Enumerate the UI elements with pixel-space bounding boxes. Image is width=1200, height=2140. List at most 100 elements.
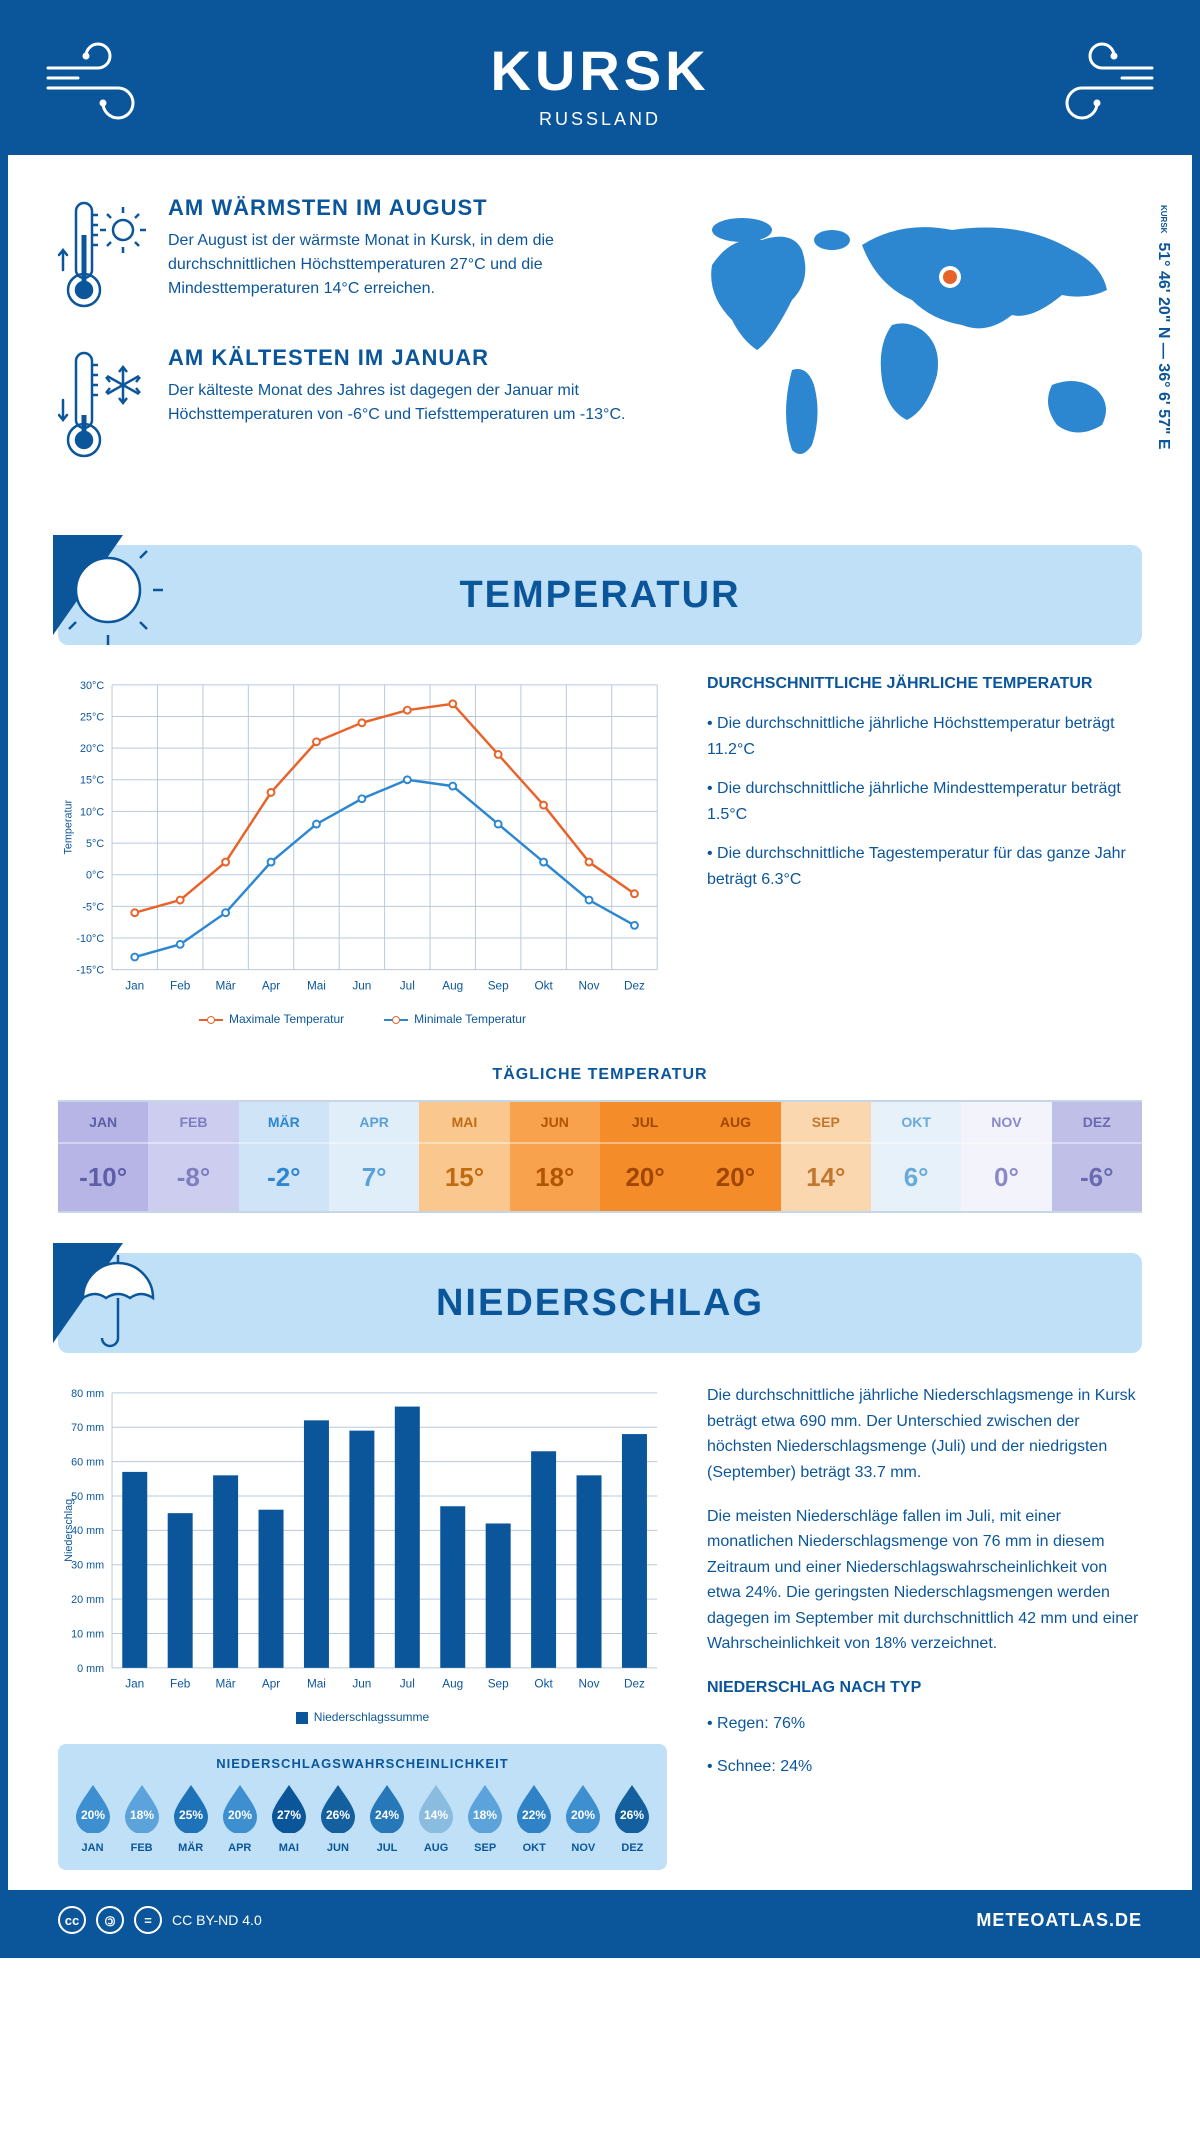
svg-text:60 mm: 60 mm bbox=[71, 1457, 104, 1469]
svg-text:27%: 27% bbox=[277, 1808, 301, 1822]
svg-text:Temperatur: Temperatur bbox=[63, 800, 75, 855]
country-subtitle: RUSSLAND bbox=[28, 109, 1172, 130]
footer: cc 🄯 = CC BY-ND 4.0 METEOATLAS.DE bbox=[8, 1890, 1192, 1950]
svg-text:Dez: Dez bbox=[624, 979, 645, 992]
coordinates: KURSK 51° 46' 20" N — 36° 6' 57" E bbox=[1154, 205, 1172, 450]
svg-text:18%: 18% bbox=[473, 1808, 497, 1822]
temperature-line-chart: -15°C -10°C -5°C 0°C 5°C 10°C 15°C 20°C 25°C 30°C… bbox=[58, 675, 667, 1026]
temp-cell: MAI15° bbox=[419, 1102, 509, 1211]
svg-text:Jun: Jun bbox=[352, 1678, 371, 1691]
precipitation-drop: 22%OKT bbox=[513, 1781, 555, 1854]
sun-icon bbox=[53, 535, 173, 655]
svg-text:20%: 20% bbox=[81, 1808, 105, 1822]
svg-text:Mär: Mär bbox=[215, 1678, 235, 1691]
nd-icon: = bbox=[134, 1906, 162, 1934]
svg-text:26%: 26% bbox=[620, 1808, 644, 1822]
wind-icon-right bbox=[1032, 38, 1162, 128]
svg-text:Jan: Jan bbox=[125, 1678, 144, 1691]
precipitation-drop: 14%AUG bbox=[415, 1781, 457, 1854]
svg-text:Dez: Dez bbox=[624, 1678, 645, 1691]
svg-text:30 mm: 30 mm bbox=[71, 1560, 104, 1572]
svg-text:40 mm: 40 mm bbox=[71, 1525, 104, 1537]
svg-text:0°C: 0°C bbox=[86, 870, 104, 882]
svg-text:-5°C: -5°C bbox=[82, 901, 104, 913]
precipitation-drop: 27%MAI bbox=[268, 1781, 310, 1854]
header: KURSK RUSSLAND bbox=[8, 8, 1192, 155]
temp-cell: FEB-8° bbox=[148, 1102, 238, 1211]
svg-text:20°C: 20°C bbox=[80, 743, 104, 755]
section-title-temp: TEMPERATUR bbox=[459, 574, 740, 617]
svg-text:Aug: Aug bbox=[442, 1678, 463, 1691]
svg-text:5°C: 5°C bbox=[86, 838, 104, 850]
svg-text:Mai: Mai bbox=[307, 979, 326, 992]
daily-temp-title: TÄGLICHE TEMPERATUR bbox=[8, 1066, 1192, 1084]
coldest-text: Der kälteste Monat des Jahres ist dagege… bbox=[168, 379, 642, 427]
svg-text:Nov: Nov bbox=[579, 979, 600, 992]
svg-text:Jul: Jul bbox=[400, 979, 415, 992]
thermometer-hot-icon bbox=[58, 195, 148, 315]
temp-cell: APR7° bbox=[329, 1102, 419, 1211]
svg-text:Jul: Jul bbox=[400, 1678, 415, 1691]
svg-text:Apr: Apr bbox=[262, 979, 280, 992]
svg-text:20%: 20% bbox=[571, 1808, 595, 1822]
svg-text:Okt: Okt bbox=[534, 979, 553, 992]
svg-text:Aug: Aug bbox=[442, 979, 463, 992]
svg-text:25°C: 25°C bbox=[80, 711, 104, 723]
svg-text:22%: 22% bbox=[522, 1808, 546, 1822]
precipitation-drop: 26%DEZ bbox=[611, 1781, 653, 1854]
thermometer-cold-icon bbox=[58, 345, 148, 465]
svg-text:Feb: Feb bbox=[170, 1678, 191, 1691]
svg-text:18%: 18% bbox=[130, 1808, 154, 1822]
svg-text:70 mm: 70 mm bbox=[71, 1422, 104, 1434]
svg-text:50 mm: 50 mm bbox=[71, 1491, 104, 1503]
svg-text:Feb: Feb bbox=[170, 979, 191, 992]
coldest-block: AM KÄLTESTEN IM JANUAR Der kälteste Mona… bbox=[58, 345, 642, 465]
svg-text:Mai: Mai bbox=[307, 1678, 326, 1691]
temperature-banner: TEMPERATUR bbox=[58, 545, 1142, 645]
precipitation-bar-chart: 0 mm10 mm20 mm30 mm40 mm50 mm60 mm70 mm8… bbox=[58, 1383, 667, 1724]
temp-cell: MÄR-2° bbox=[239, 1102, 329, 1211]
svg-text:20%: 20% bbox=[228, 1808, 252, 1822]
svg-text:Apr: Apr bbox=[262, 1678, 280, 1691]
infographic-frame: KURSK RUSSLAND bbox=[0, 0, 1200, 1958]
temp-cell: JUN18° bbox=[510, 1102, 600, 1211]
precipitation-drop: 20%NOV bbox=[562, 1781, 604, 1854]
top-section: AM WÄRMSTEN IM AUGUST Der August ist der… bbox=[8, 155, 1192, 525]
precipitation-probability-box: NIEDERSCHLAGSWAHRSCHEINLICHKEIT 20%JAN18… bbox=[58, 1744, 667, 1870]
temp-cell: NOV0° bbox=[961, 1102, 1051, 1211]
temp-cell: AUG20° bbox=[690, 1102, 780, 1211]
precipitation-drop: 18%FEB bbox=[121, 1781, 163, 1854]
svg-text:30°C: 30°C bbox=[80, 680, 104, 692]
svg-text:10 mm: 10 mm bbox=[71, 1629, 104, 1641]
precipitation-drop: 18%SEP bbox=[464, 1781, 506, 1854]
svg-text:20 mm: 20 mm bbox=[71, 1594, 104, 1606]
warmest-text: Der August ist der wärmste Monat in Kurs… bbox=[168, 229, 642, 301]
warmest-block: AM WÄRMSTEN IM AUGUST Der August ist der… bbox=[58, 195, 642, 315]
svg-text:Niederschlag: Niederschlag bbox=[63, 1499, 75, 1562]
precipitation-drop: 20%APR bbox=[219, 1781, 261, 1854]
precipitation-drop: 26%JUN bbox=[317, 1781, 359, 1854]
cc-icon: cc bbox=[58, 1906, 86, 1934]
svg-text:80 mm: 80 mm bbox=[71, 1388, 104, 1400]
svg-text:26%: 26% bbox=[326, 1808, 350, 1822]
precipitation-drop: 20%JAN bbox=[72, 1781, 114, 1854]
temp-cell: OKT6° bbox=[871, 1102, 961, 1211]
svg-text:25%: 25% bbox=[179, 1808, 203, 1822]
svg-text:24%: 24% bbox=[375, 1808, 399, 1822]
temp-cell: SEP14° bbox=[781, 1102, 871, 1211]
svg-text:Jan: Jan bbox=[125, 979, 144, 992]
site-name: METEOATLAS.DE bbox=[976, 1910, 1142, 1931]
svg-text:Okt: Okt bbox=[534, 1678, 553, 1691]
svg-text:15°C: 15°C bbox=[80, 775, 104, 787]
temp-cell: JAN-10° bbox=[58, 1102, 148, 1211]
svg-text:Mär: Mär bbox=[215, 979, 235, 992]
umbrella-icon bbox=[53, 1243, 173, 1363]
wind-icon-left bbox=[38, 38, 168, 128]
svg-text:-10°C: -10°C bbox=[76, 933, 104, 945]
temp-cell: JUL20° bbox=[600, 1102, 690, 1211]
world-map: KURSK 51° 46' 20" N — 36° 6' 57" E bbox=[682, 195, 1142, 495]
coldest-title: AM KÄLTESTEN IM JANUAR bbox=[168, 345, 642, 371]
svg-text:-15°C: -15°C bbox=[76, 965, 104, 977]
precipitation-banner: NIEDERSCHLAG bbox=[58, 1253, 1142, 1353]
svg-text:10°C: 10°C bbox=[80, 806, 104, 818]
